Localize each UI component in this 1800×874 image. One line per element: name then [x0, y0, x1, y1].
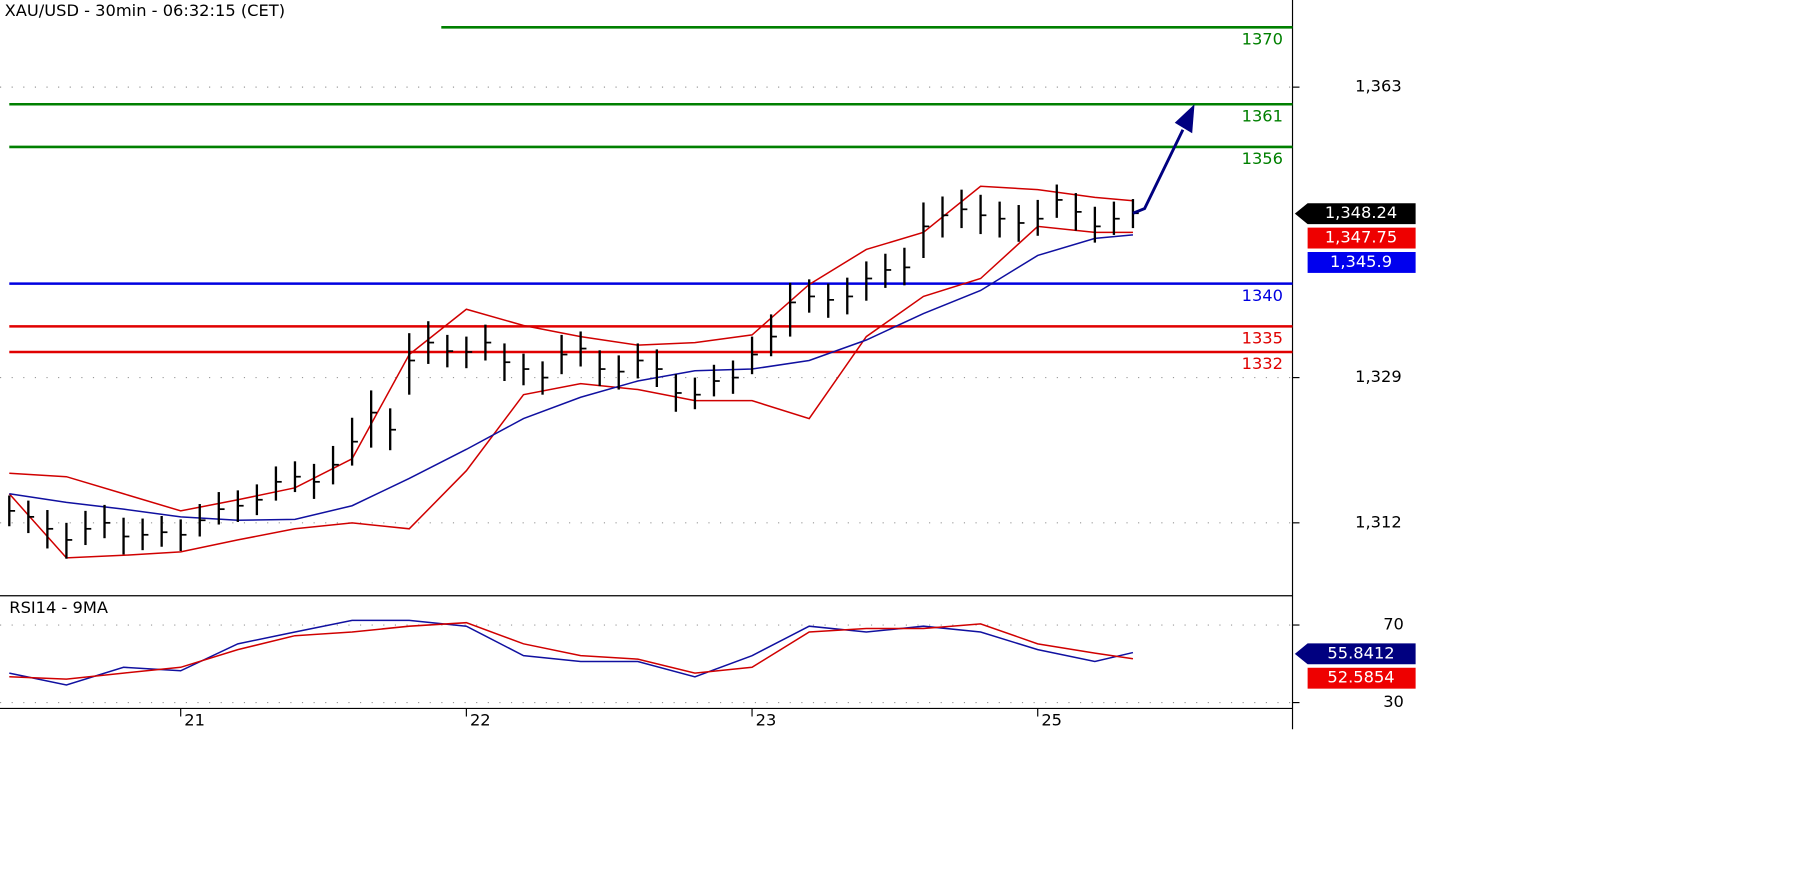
y-tick-label: 1,312 [1355, 512, 1402, 531]
level-label: 1356 [1242, 149, 1283, 168]
rsi-y-tick-label: 30 [1383, 692, 1404, 711]
rsi-tag-label: 55.8412 [1327, 643, 1394, 662]
price-tag-label: 1,347.75 [1325, 228, 1397, 247]
level-label: 1335 [1242, 329, 1283, 348]
rsi-y-tick-label: 70 [1383, 615, 1404, 634]
overlay-line [8, 225, 1133, 559]
rsi-line [9, 621, 1134, 680]
x-tick-label: 23 [756, 711, 777, 730]
rsi-title: RSI14 - 9MA [9, 598, 108, 617]
x-tick-label: 25 [1041, 711, 1062, 730]
price-tag [1307, 252, 1416, 273]
x-tick-label: 22 [470, 711, 491, 730]
price-tag-label: 1,348.24 [1325, 203, 1397, 222]
rsi-tag [1294, 643, 1416, 665]
rsi-tag [1307, 667, 1416, 689]
price-tag-label: 1,345.9 [1330, 252, 1392, 271]
y-tick-label: 1,363 [1355, 77, 1402, 96]
level-label: 1370 [1242, 30, 1283, 49]
level-label: 1340 [1242, 286, 1283, 305]
chart-title: XAU/USD - 30min - 06:32:15 (CET) [5, 1, 285, 20]
price-tag [1294, 203, 1416, 225]
level-label: 1332 [1242, 354, 1283, 373]
x-tick-label: 21 [184, 711, 205, 730]
price-tag [1307, 227, 1416, 249]
projection-arrowhead [1174, 104, 1195, 134]
level-label: 1361 [1242, 106, 1283, 125]
rsi-tag-label: 52.5854 [1327, 668, 1394, 687]
y-tick-label: 1,329 [1355, 367, 1402, 386]
projection-arrow [1132, 129, 1185, 215]
